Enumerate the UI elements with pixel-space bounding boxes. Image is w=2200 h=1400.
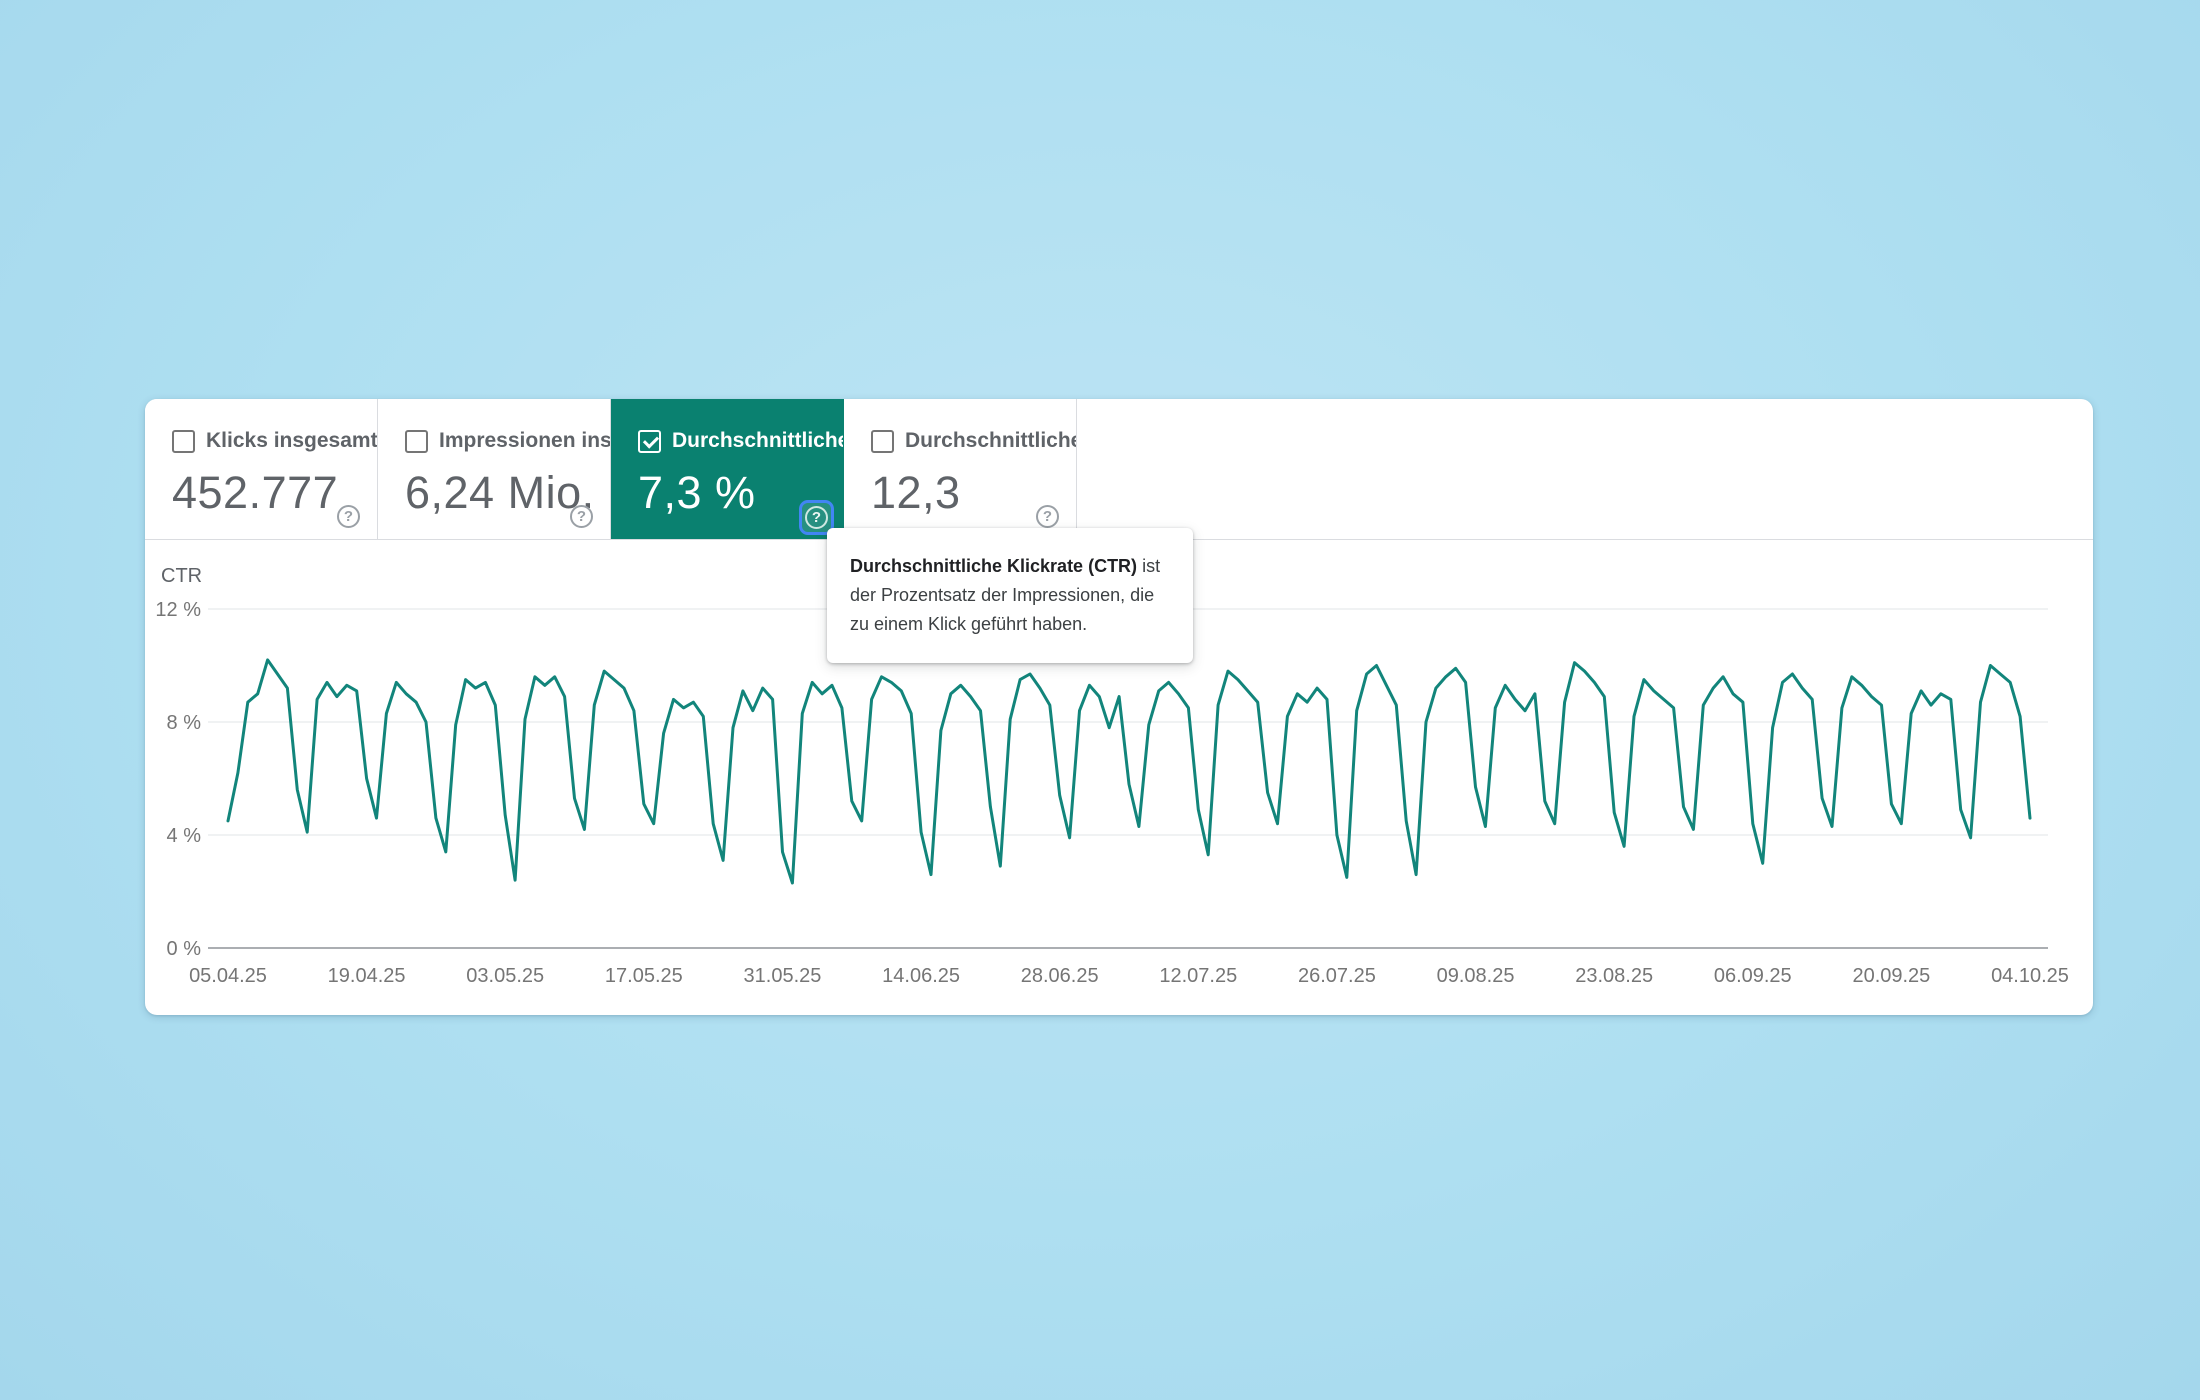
x-tick-label: 17.05.25	[605, 965, 683, 987]
tile-value-total-clicks: 452.777	[172, 467, 339, 518]
tile-total-impressions[interactable]: Impressionen ins… 6,24 Mio.	[378, 399, 611, 539]
tile-value-total-impressions: 6,24 Mio.	[405, 467, 595, 518]
help-icon-total-clicks[interactable]	[337, 505, 360, 528]
y-tick-label: 12 %	[155, 599, 201, 621]
help-icon-average-ctr[interactable]	[805, 506, 828, 529]
x-tick-label: 05.04.25	[189, 965, 267, 987]
help-icon-total-impressions[interactable]	[570, 505, 593, 528]
x-tick-label: 20.09.25	[1852, 965, 1930, 987]
tile-value-average-position: 12,3	[871, 467, 961, 518]
tile-label-average-ctr: Durchschnittliche …	[672, 429, 843, 452]
tile-label-average-position: Durchschnittliche …	[905, 429, 1076, 452]
tooltip-rest-text: ist der Prozentsatz der Impressionen, di…	[850, 556, 1161, 634]
help-icon-average-position[interactable]	[1036, 505, 1059, 528]
ctr-help-tooltip: Durchschnittliche Klickrate (CTR) ist de…	[827, 528, 1193, 663]
x-tick-label: 19.04.25	[328, 965, 406, 987]
metric-tiles-row: Klicks insgesamt 452.777 Impressionen in…	[145, 399, 2093, 540]
y-tick-label: 0 %	[167, 938, 202, 960]
checkbox-total-clicks[interactable]	[172, 429, 195, 453]
tile-value-average-ctr: 7,3 %	[638, 467, 756, 518]
tile-label-total-impressions: Impressionen ins…	[439, 429, 610, 452]
ctr-line-chart[interactable]: 12 % 8 % 4 % 0 % 05.04.25 19.04.25 03.05.25 17.…	[145, 541, 2093, 1015]
performance-card: Klicks insgesamt 452.777 Impressionen in…	[145, 399, 2093, 1015]
x-tick-label: 14.06.25	[882, 965, 960, 987]
x-tick-label: 23.08.25	[1575, 965, 1653, 987]
y-tick-label: 8 %	[167, 712, 202, 734]
tile-label-total-clicks: Klicks insgesamt	[206, 429, 377, 452]
x-tick-label: 04.10.25	[1991, 965, 2069, 987]
x-tick-label: 12.07.25	[1159, 965, 1237, 987]
tile-average-ctr[interactable]: Durchschnittliche … 7,3 %	[611, 399, 844, 539]
chart-axis-title-ctr: CTR	[161, 565, 203, 587]
y-tick-label: 4 %	[167, 825, 202, 847]
x-tick-label: 28.06.25	[1021, 965, 1099, 987]
x-tick-label: 09.08.25	[1437, 965, 1515, 987]
tooltip-bold-text: Durchschnittliche Klickrate (CTR)	[850, 556, 1138, 576]
tile-average-position[interactable]: Durchschnittliche … 12,3	[844, 399, 1077, 539]
checkbox-average-position[interactable]	[871, 429, 894, 453]
x-tick-label: 06.09.25	[1714, 965, 1792, 987]
tile-total-clicks[interactable]: Klicks insgesamt 452.777	[145, 399, 378, 539]
checkbox-average-ctr[interactable]	[638, 429, 661, 453]
ctr-series-line	[226, 658, 2032, 885]
checkbox-total-impressions[interactable]	[405, 429, 428, 453]
x-tick-label: 26.07.25	[1298, 965, 1376, 987]
x-tick-label: 03.05.25	[466, 965, 544, 987]
x-tick-label: 31.05.25	[744, 965, 822, 987]
